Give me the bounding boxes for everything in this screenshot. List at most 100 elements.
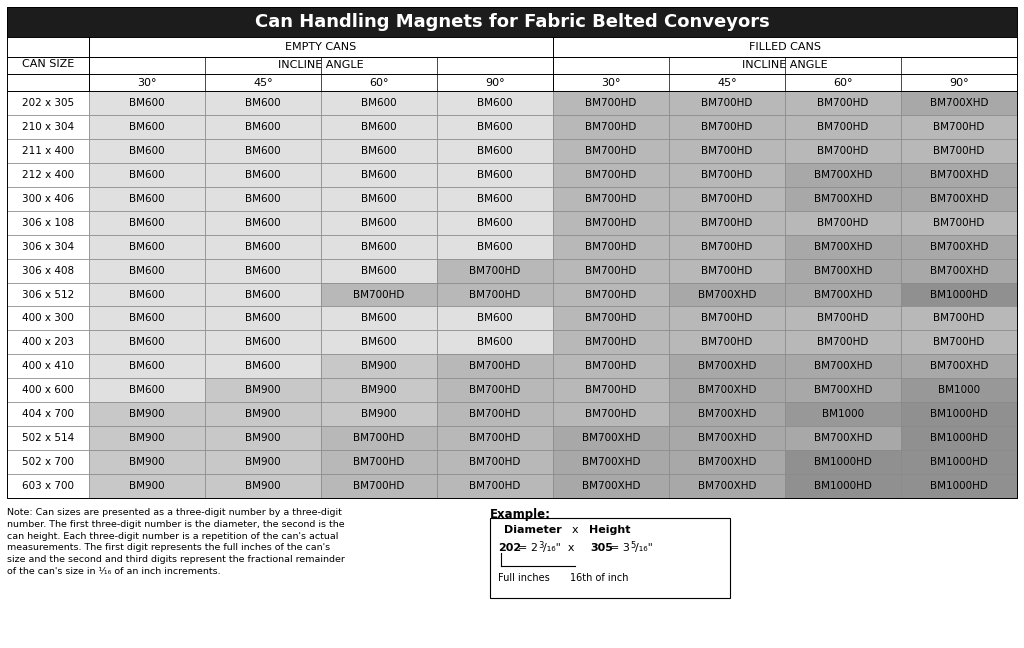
Bar [7,235,89,259]
Text: BM600: BM600 [477,170,513,179]
Text: BM1000HD: BM1000HD [814,457,872,467]
Bar [785,211,901,235]
Text: BM700HD: BM700HD [469,433,520,443]
Bar [437,450,553,474]
Text: BM600: BM600 [245,266,281,275]
Text: BM700XHD: BM700XHD [930,242,988,251]
Text: BM600: BM600 [477,122,513,132]
Text: BM700HD: BM700HD [586,362,637,371]
Text: BM600: BM600 [129,362,165,371]
Text: BM1000HD: BM1000HD [930,409,988,419]
Text: BM600: BM600 [477,242,513,251]
Text: BM1000HD: BM1000HD [930,457,988,467]
Bar [89,330,205,354]
Text: BM700HD: BM700HD [586,194,637,203]
Text: BM600: BM600 [477,314,513,323]
Bar [553,91,669,115]
Bar [669,163,785,187]
Bar [205,450,321,474]
Text: EMPTY CANS: EMPTY CANS [286,42,356,52]
Text: 306 x 512: 306 x 512 [22,290,74,299]
Bar [7,330,89,354]
Text: BM700HD: BM700HD [817,338,868,347]
Bar [205,474,321,498]
Bar [901,283,1017,307]
Text: BM600: BM600 [361,98,397,108]
Bar [553,402,669,426]
Bar [669,307,785,330]
Bar [7,378,89,402]
Text: BM700HD: BM700HD [469,481,520,491]
Text: 306 x 304: 306 x 304 [22,242,74,251]
Text: BM700XHD: BM700XHD [697,457,757,467]
Bar [205,211,321,235]
Bar [7,115,89,139]
Bar [901,402,1017,426]
Text: BM600: BM600 [129,386,165,395]
Text: BM600: BM600 [361,314,397,323]
Bar [437,330,553,354]
Bar [321,211,437,235]
Text: BM700XHD: BM700XHD [814,242,872,251]
Bar [785,354,901,378]
Bar [437,91,553,115]
Bar [89,211,205,235]
Text: BM600: BM600 [129,122,165,132]
Bar [669,450,785,474]
Text: BM700HD: BM700HD [353,290,404,299]
Text: BM600: BM600 [129,98,165,108]
Bar [490,518,730,598]
Bar [901,211,1017,235]
Bar [205,235,321,259]
Bar [7,402,89,426]
Text: BM700XHD: BM700XHD [697,386,757,395]
Bar [89,163,205,187]
Bar [901,115,1017,139]
Text: BM1000: BM1000 [822,409,864,419]
Bar [669,211,785,235]
Text: BM700HD: BM700HD [469,457,520,467]
Text: BM600: BM600 [245,194,281,203]
Text: BM600: BM600 [129,194,165,203]
Text: BM700XHD: BM700XHD [814,194,872,203]
Bar [321,115,437,139]
Bar [901,426,1017,450]
Text: 400 x 300: 400 x 300 [23,314,74,323]
Text: BM700HD: BM700HD [701,266,753,275]
Bar [321,450,437,474]
Bar [321,163,437,187]
Text: BM900: BM900 [361,362,397,371]
Bar [669,139,785,163]
Text: CAN SIZE: CAN SIZE [22,59,74,69]
Text: 3: 3 [538,540,544,550]
Bar [785,91,901,115]
Bar [785,450,901,474]
Bar [437,354,553,378]
Bar [669,474,785,498]
Text: BM700HD: BM700HD [817,122,868,132]
Bar [7,211,89,235]
Text: BM700HD: BM700HD [817,98,868,108]
Bar [321,354,437,378]
Text: BM1000HD: BM1000HD [930,433,988,443]
Text: BM700HD: BM700HD [933,122,985,132]
Text: = 2: = 2 [518,543,538,553]
Text: BM900: BM900 [245,433,281,443]
Bar [205,378,321,402]
Bar [7,139,89,163]
Text: BM700HD: BM700HD [586,338,637,347]
Bar [205,259,321,283]
Bar [553,426,669,450]
Bar [437,115,553,139]
Text: INCLINE ANGLE: INCLINE ANGLE [742,60,827,71]
Text: BM700HD: BM700HD [586,218,637,227]
Bar [669,354,785,378]
Bar [437,187,553,211]
Text: BM700HD: BM700HD [701,98,753,108]
Text: BM700HD: BM700HD [469,290,520,299]
Text: BM700XHD: BM700XHD [814,290,872,299]
Text: BM900: BM900 [129,481,165,491]
Text: BM600: BM600 [129,170,165,179]
Bar [205,426,321,450]
Text: 210 x 304: 210 x 304 [22,122,74,132]
